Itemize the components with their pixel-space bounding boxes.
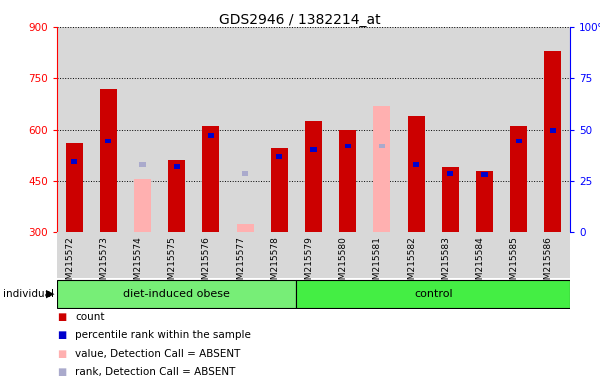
Text: GSM215584: GSM215584 [476,236,485,291]
Bar [236,224,254,232]
Bar [544,51,562,232]
Bar [476,170,493,232]
Text: ■: ■ [57,349,66,359]
Bar [550,128,556,133]
Bar [100,88,117,232]
Text: GSM215580: GSM215580 [339,236,348,291]
Bar [515,139,522,143]
Bar [339,129,356,232]
Text: GSM215575: GSM215575 [168,236,176,291]
Bar [305,121,322,232]
Text: individual: individual [3,289,54,299]
Text: control: control [414,289,452,299]
Bar [208,133,214,138]
Text: GSM215579: GSM215579 [305,236,314,291]
Bar [413,162,419,167]
Text: GSM215583: GSM215583 [442,236,451,291]
Text: GSM215586: GSM215586 [544,236,553,291]
Text: ■: ■ [57,312,66,322]
Text: GSM215585: GSM215585 [510,236,519,291]
Bar [442,167,459,232]
Bar [310,147,317,152]
Bar [379,144,385,149]
Text: ▶: ▶ [46,289,54,299]
Bar [296,280,570,308]
Bar [57,280,296,308]
Bar [481,172,488,177]
Bar [134,179,151,232]
Text: GSM215581: GSM215581 [373,236,382,291]
Text: count: count [75,312,104,322]
Text: rank, Detection Call = ABSENT: rank, Detection Call = ABSENT [75,367,235,377]
Text: ■: ■ [57,367,66,377]
Text: GSM215576: GSM215576 [202,236,211,291]
Bar [276,154,283,159]
Text: GDS2946 / 1382214_at: GDS2946 / 1382214_at [219,13,381,27]
Bar [447,171,454,176]
Bar [105,139,112,143]
Text: GSM215582: GSM215582 [407,236,416,291]
Bar [510,126,527,232]
Text: GSM215572: GSM215572 [65,236,74,291]
Text: diet-induced obese: diet-induced obese [123,289,230,299]
Bar [271,149,288,232]
Bar [373,106,391,232]
Bar [168,161,185,232]
Bar [173,164,180,169]
Text: GSM215577: GSM215577 [236,236,245,291]
Text: percentile rank within the sample: percentile rank within the sample [75,330,251,340]
Bar [344,144,351,149]
Bar [71,159,77,164]
Bar [242,171,248,176]
Text: GSM215574: GSM215574 [133,236,143,291]
Bar [202,126,220,232]
Bar [65,143,83,232]
Text: GSM215578: GSM215578 [271,236,280,291]
Text: GSM215573: GSM215573 [100,236,108,291]
Bar [139,162,146,167]
Text: ■: ■ [57,330,66,340]
Text: value, Detection Call = ABSENT: value, Detection Call = ABSENT [75,349,241,359]
Bar [407,116,425,232]
